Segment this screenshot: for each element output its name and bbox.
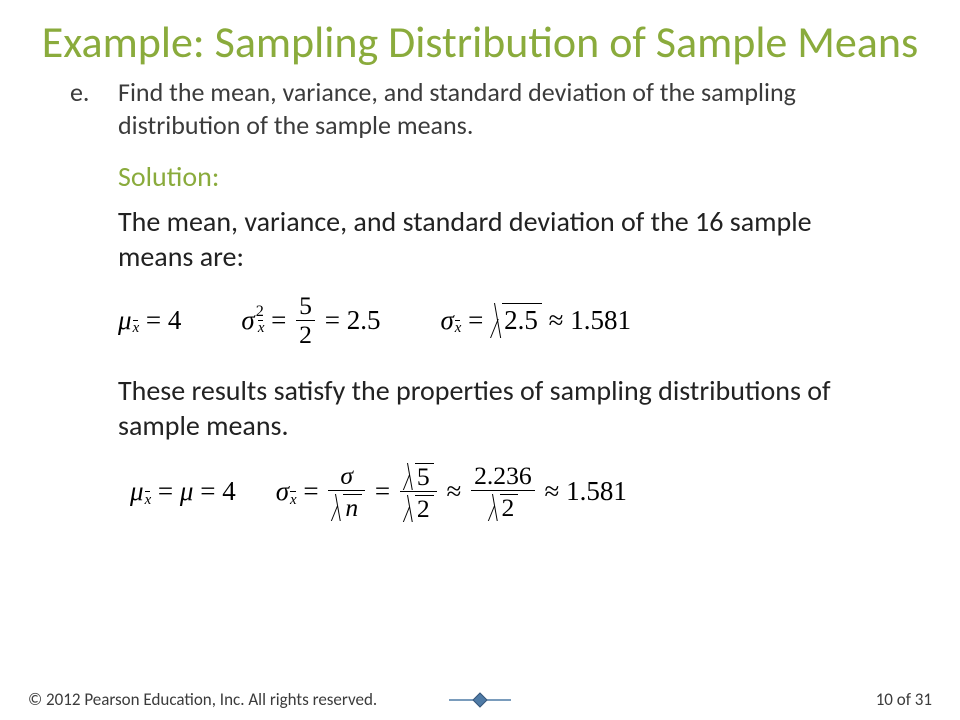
equation-row-sample-stats: μ x = 4 σ 2 x = 5 2 = 2.5 σ x = xyxy=(118,292,890,348)
slide: Example: Sampling Distribution of Sample… xyxy=(0,0,960,720)
slide-title: Example: Sampling Distribution of Sample… xyxy=(0,0,960,66)
eq-mean-xbar: μ x = 4 xyxy=(118,304,181,338)
bullet-text: Find the mean, variance, and standard de… xyxy=(118,76,890,141)
solution-label: Solution: xyxy=(118,159,890,194)
eq-mean-property: μ x = μ = 4 xyxy=(130,475,236,509)
slide-footer: © 2012 Pearson Education, Inc. All right… xyxy=(0,689,960,710)
equation-row-properties: μ x = μ = 4 σ x = σ n = 5 2 xyxy=(130,461,890,523)
eq-variance-xbar: σ 2 x = 5 2 = 2.5 xyxy=(241,292,380,348)
diamond-divider-icon xyxy=(449,692,511,708)
eq-stddev-property: σ x = σ n = 5 2 ≈ 2.236 xyxy=(276,461,627,523)
page-indicator: 10 of 31 xyxy=(876,689,932,710)
bullet-letter: e. xyxy=(70,76,94,141)
question-bullet: e. Find the mean, variance, and standard… xyxy=(70,76,890,141)
copyright-text: © 2012 Pearson Education, Inc. All right… xyxy=(28,689,377,710)
eq-stddev-xbar: σ x = 2.5 ≈ 1.581 xyxy=(440,303,630,338)
slide-body: e. Find the mean, variance, and standard… xyxy=(0,66,960,522)
conclusion-text: These results satisfy the properties of … xyxy=(118,373,890,443)
solution-intro: The mean, variance, and standard deviati… xyxy=(118,204,890,274)
